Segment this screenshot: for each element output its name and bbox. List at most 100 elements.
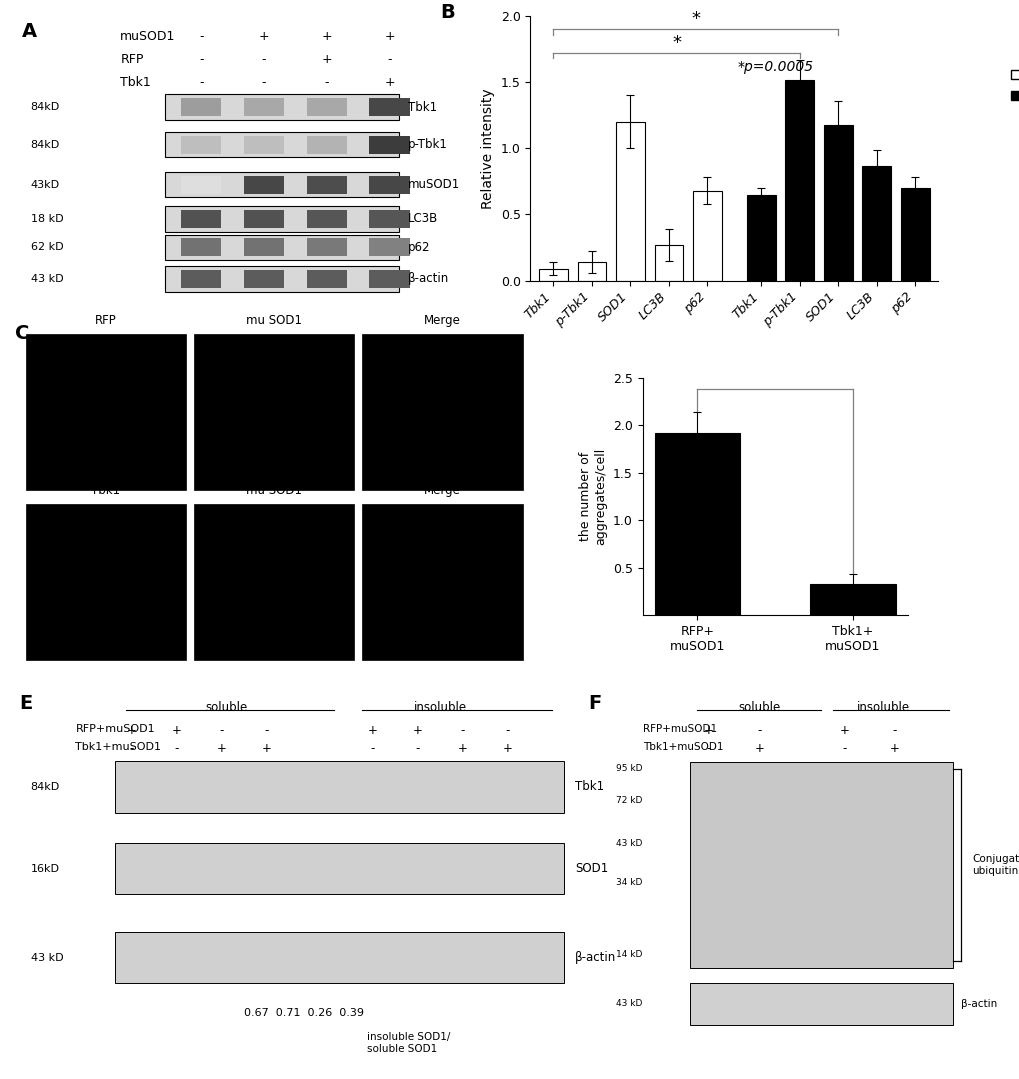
Text: muSOD1: muSOD1 xyxy=(408,178,460,191)
Bar xyxy=(861,165,891,281)
Text: -: - xyxy=(199,30,203,43)
Text: 84kD: 84kD xyxy=(31,781,60,792)
Text: 43 kD: 43 kD xyxy=(615,839,642,848)
Text: SOD1: SOD1 xyxy=(575,862,607,875)
Text: +: + xyxy=(126,724,137,737)
Text: -: - xyxy=(199,53,203,66)
FancyBboxPatch shape xyxy=(25,333,186,490)
FancyBboxPatch shape xyxy=(244,136,284,153)
Text: 34 kD: 34 kD xyxy=(615,878,642,887)
Text: 62 kD: 62 kD xyxy=(31,243,63,252)
Text: p-Tbk1: p-Tbk1 xyxy=(408,138,447,151)
Bar xyxy=(809,584,895,615)
Text: -: - xyxy=(892,724,897,737)
Text: 0.67  0.71  0.26  0.39: 0.67 0.71 0.26 0.39 xyxy=(244,1008,364,1019)
Text: Tbk1: Tbk1 xyxy=(91,484,120,497)
Text: Merge: Merge xyxy=(424,484,461,497)
Legend: Con, Tbk1: Con, Tbk1 xyxy=(1004,63,1019,109)
FancyBboxPatch shape xyxy=(369,238,410,257)
Text: Tbk1+muSOD1: Tbk1+muSOD1 xyxy=(642,742,722,752)
FancyBboxPatch shape xyxy=(114,761,564,812)
Text: RFP: RFP xyxy=(95,314,116,327)
Text: β-actin: β-actin xyxy=(408,272,448,286)
Text: +: + xyxy=(502,742,512,755)
Text: Conjugated
ubiquitin: Conjugated ubiquitin xyxy=(971,855,1019,876)
Text: -: - xyxy=(262,53,266,66)
Text: 84kD: 84kD xyxy=(31,103,60,112)
Text: 18 kD: 18 kD xyxy=(31,214,63,223)
Text: 16kD: 16kD xyxy=(31,863,59,874)
Text: -: - xyxy=(842,742,846,755)
FancyBboxPatch shape xyxy=(307,270,346,288)
FancyBboxPatch shape xyxy=(165,95,398,120)
FancyBboxPatch shape xyxy=(25,504,186,660)
FancyBboxPatch shape xyxy=(689,983,952,1025)
FancyBboxPatch shape xyxy=(180,136,221,153)
Text: mu SOD1: mu SOD1 xyxy=(246,314,302,327)
FancyBboxPatch shape xyxy=(165,172,398,197)
Text: +: + xyxy=(703,724,713,737)
Text: -: - xyxy=(504,724,510,737)
Text: +: + xyxy=(321,53,332,66)
Text: insoluble: insoluble xyxy=(413,701,467,714)
FancyBboxPatch shape xyxy=(180,98,221,117)
FancyBboxPatch shape xyxy=(369,270,410,288)
Text: +: + xyxy=(216,742,226,755)
Text: +: + xyxy=(890,742,899,755)
Text: *: * xyxy=(691,10,700,28)
FancyBboxPatch shape xyxy=(244,238,284,257)
Text: -: - xyxy=(706,742,710,755)
Text: 84kD: 84kD xyxy=(31,139,60,150)
FancyBboxPatch shape xyxy=(244,270,284,288)
Text: B: B xyxy=(440,3,454,22)
Text: -: - xyxy=(415,742,420,755)
Bar xyxy=(746,194,775,281)
Y-axis label: the number of
aggregates/cell: the number of aggregates/cell xyxy=(579,448,606,545)
Text: -: - xyxy=(387,53,391,66)
Text: Tbk1: Tbk1 xyxy=(408,100,436,114)
Text: +: + xyxy=(839,724,849,737)
FancyBboxPatch shape xyxy=(307,210,346,228)
Text: -: - xyxy=(756,724,761,737)
Bar xyxy=(538,269,568,281)
Bar xyxy=(654,245,683,281)
Text: soluble: soluble xyxy=(206,701,248,714)
Text: -: - xyxy=(262,76,266,88)
Text: +: + xyxy=(261,742,271,755)
Text: β-actin: β-actin xyxy=(960,999,997,1009)
Text: soluble: soluble xyxy=(738,701,780,714)
Text: insoluble: insoluble xyxy=(856,701,909,714)
FancyBboxPatch shape xyxy=(369,98,410,117)
FancyBboxPatch shape xyxy=(180,238,221,257)
Bar xyxy=(692,191,721,281)
Text: +: + xyxy=(458,742,467,755)
Text: 72 kD: 72 kD xyxy=(615,796,642,805)
Text: β-actin: β-actin xyxy=(575,951,615,965)
FancyBboxPatch shape xyxy=(194,504,355,660)
Text: -: - xyxy=(370,742,375,755)
FancyBboxPatch shape xyxy=(369,210,410,228)
FancyBboxPatch shape xyxy=(307,238,346,257)
Text: muSOD1: muSOD1 xyxy=(120,30,175,43)
Text: +: + xyxy=(321,30,332,43)
Bar xyxy=(615,122,644,281)
Text: +: + xyxy=(368,724,377,737)
Text: -: - xyxy=(324,76,329,88)
Text: mu SOD1: mu SOD1 xyxy=(246,484,302,497)
Text: p62: p62 xyxy=(408,241,430,254)
Text: F: F xyxy=(588,694,601,713)
FancyBboxPatch shape xyxy=(689,762,952,968)
Text: RFP+muSOD1: RFP+muSOD1 xyxy=(75,724,155,735)
Bar xyxy=(654,433,740,615)
FancyBboxPatch shape xyxy=(114,843,564,894)
Text: E: E xyxy=(19,694,33,713)
Text: -: - xyxy=(264,724,268,737)
Text: A: A xyxy=(21,22,37,41)
FancyBboxPatch shape xyxy=(362,504,523,660)
FancyBboxPatch shape xyxy=(165,267,398,291)
Text: -: - xyxy=(199,76,203,88)
Text: -: - xyxy=(129,742,133,755)
FancyBboxPatch shape xyxy=(244,176,284,193)
Bar xyxy=(823,124,852,281)
Bar xyxy=(900,188,929,281)
